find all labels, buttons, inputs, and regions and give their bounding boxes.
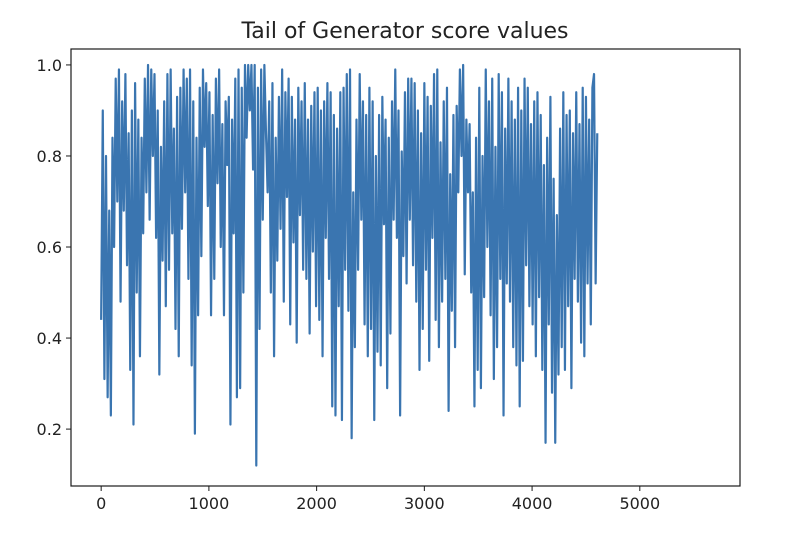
x-tick-label: 0: [96, 494, 106, 513]
x-tick-label: 1000: [189, 494, 230, 513]
x-tick-label: 4000: [512, 494, 553, 513]
x-tick-label: 3000: [404, 494, 445, 513]
y-tick-label: 0.8: [37, 147, 62, 166]
y-tick-label: 0.4: [37, 329, 62, 348]
y-tick-label: 0.2: [37, 420, 62, 439]
chart-title: Tail of Generator score values: [240, 19, 568, 44]
plot-series: [100, 63, 599, 467]
series-line: [100, 63, 599, 467]
x-tick-label: 5000: [619, 494, 660, 513]
x-axis: 0 1000 2000 3000 4000 5000: [96, 486, 660, 513]
x-tick-label: 2000: [296, 494, 337, 513]
plot-area-frame: [70, 48, 741, 487]
y-axis: 0.2 0.4 0.6 0.8 1.0: [37, 56, 71, 439]
y-tick-label: 1.0: [37, 56, 62, 75]
y-tick-label: 0.6: [37, 238, 62, 257]
